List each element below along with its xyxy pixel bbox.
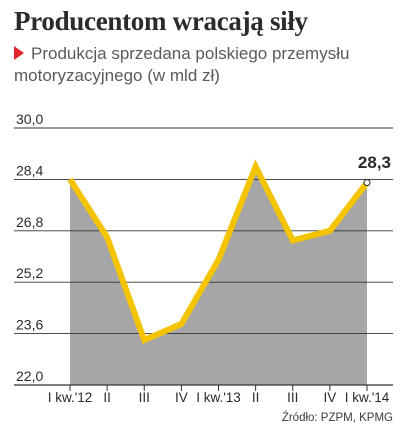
x-tick-label: II (252, 390, 260, 405)
y-tick-label: 22,0 (16, 368, 43, 384)
x-tick-label: I kw.'14 (345, 390, 390, 405)
x-tick-label: I kw.'12 (48, 390, 93, 405)
y-tick-label: 26,8 (16, 214, 43, 230)
chart-subtitle: Produkcja sprzedana polskiego przemysłu … (14, 43, 399, 87)
source-note: Źródło: PZPM, KPMG (281, 412, 393, 424)
x-tick-label: III (287, 390, 298, 405)
red-triangle-icon (14, 46, 24, 60)
x-tick-label: IV (323, 390, 336, 405)
last-point-marker (363, 179, 371, 187)
series-line (67, 159, 370, 345)
y-tick-label: 28,4 (16, 162, 43, 178)
chart-subtitle-text: Produkcja sprzedana polskiego przemysłu … (14, 44, 350, 85)
chart-title: Producentom wracają siły (14, 6, 308, 36)
area-fill (70, 166, 367, 385)
last-value-label: 28,3 (358, 153, 391, 172)
y-tick-label: 23,6 (16, 317, 43, 333)
x-tick-label: III (139, 390, 150, 405)
x-tick-label: IV (175, 390, 188, 405)
y-tick-label: 30,0 (16, 111, 43, 127)
y-tick-label: 25,2 (16, 265, 43, 281)
x-tick-label: I kw.'13 (196, 390, 241, 405)
x-tick-label: II (103, 390, 111, 405)
